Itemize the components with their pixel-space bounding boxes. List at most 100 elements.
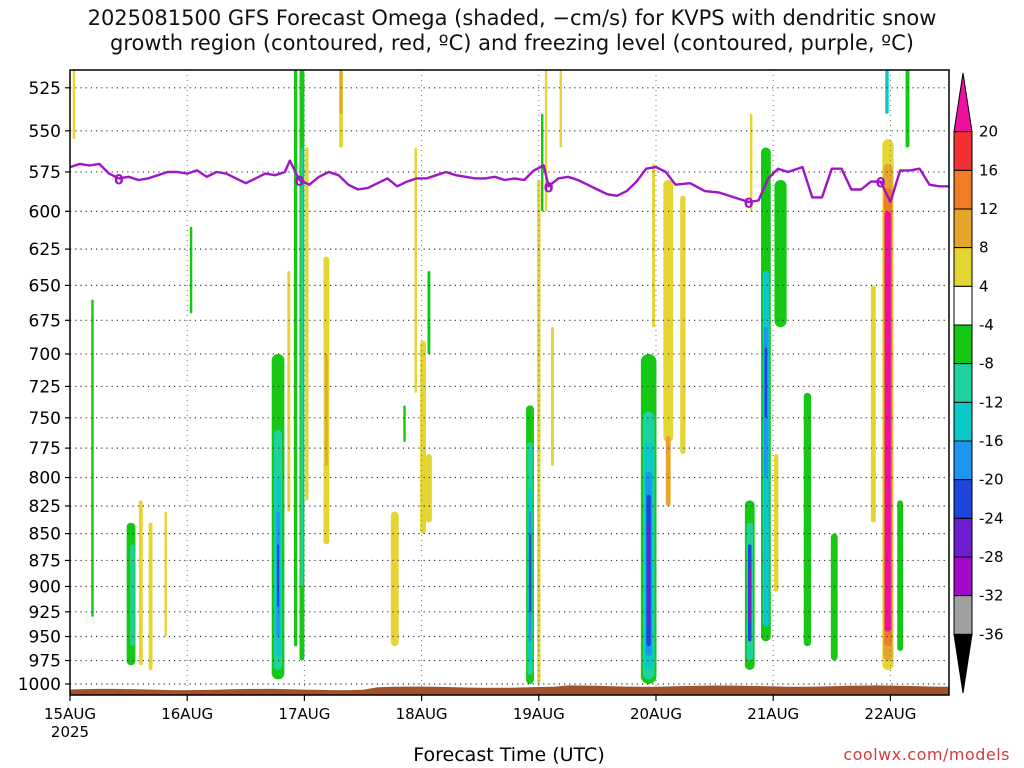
y-tick-label-675: 675: [29, 311, 61, 331]
omega-shade-6: [164, 511, 167, 637]
y-tick-label-925: 925: [29, 603, 61, 623]
colorbar-swatch-9: [953, 440, 973, 481]
y-tick-label-650: 650: [29, 276, 61, 296]
title-line-1: 2025081500 GFS Forecast Omega (shaded, −…: [87, 6, 937, 30]
colorbar-swatch-12: [953, 556, 973, 597]
x-year-label: 2025: [51, 723, 89, 741]
omega-shade-35: [559, 70, 562, 148]
y-tick-label-950: 950: [29, 628, 61, 648]
y-tick-label-775: 775: [29, 439, 61, 459]
colorbar-tick-8: -16: [979, 432, 1004, 450]
freezing-level-label-2: 0: [544, 180, 554, 196]
omega-shade-61: [870, 285, 876, 523]
x-tick-label-19AUG: 19AUG: [513, 705, 565, 723]
colorbar-tick-9: -20: [979, 471, 1004, 489]
colorbar-swatch-0: [953, 72, 973, 133]
colorbar-swatch-1: [953, 131, 973, 171]
plot-background: [70, 70, 949, 695]
x-tick-label-18AUG: 18AUG: [396, 705, 448, 723]
colorbar-swatch-2: [953, 169, 973, 210]
omega-shade-27: [403, 405, 406, 443]
omega-shading: [72, 70, 910, 684]
omega-shade-23: [420, 340, 426, 534]
omega-shade-5: [148, 522, 153, 670]
omega-shade-47: [652, 163, 656, 328]
colorbar-swatch-13: [953, 595, 973, 635]
omega-shade-22: [414, 147, 417, 393]
x-tick-label-21AUG: 21AUG: [747, 705, 799, 723]
omega-shade-7: [189, 226, 193, 314]
omega-shade-44: [663, 179, 674, 443]
omega-shade-60: [830, 533, 838, 661]
y-tick-label-625: 625: [29, 240, 61, 260]
y-tick-label-800: 800: [29, 469, 61, 489]
ground-strip: [70, 685, 949, 695]
colorbar-tick-5: -4: [979, 316, 994, 334]
colorbar-tick-4: 4: [979, 277, 989, 295]
freezing-level-contour: 0 0 0 0 0: [70, 159, 949, 212]
grid-lines: [70, 70, 949, 695]
freezing-level-line: [70, 159, 949, 204]
omega-shade-33: [537, 179, 541, 684]
omega-shade-21: [339, 70, 343, 114]
plot-frame: [69, 69, 950, 696]
colorbar-tick-3: 8: [979, 239, 989, 257]
y-tick-label-900: 900: [29, 577, 61, 597]
y-tick-label-700: 700: [29, 345, 61, 365]
omega-shade-52: [748, 565, 751, 622]
freezing-level-label-0: 0: [114, 172, 124, 188]
omega-shade-4: [138, 500, 143, 666]
omega-shade-0: [72, 70, 76, 140]
y-tick-label-875: 875: [29, 551, 61, 571]
omega-shade-17: [287, 271, 291, 512]
freezing-level-label-3: 0: [744, 196, 754, 212]
title-line-2: growth region (contoured, red, ºC) and f…: [110, 31, 914, 55]
y-tick-label-1000: 1000: [18, 675, 61, 695]
omega-shade-16: [305, 147, 309, 501]
colorbar-swatch-4: [953, 247, 973, 287]
omega-shade-24: [425, 454, 432, 523]
colorbar-tick-12: -32: [979, 587, 1004, 605]
omega-shade-12: [277, 544, 280, 607]
omega-shade-13: [293, 70, 298, 647]
y-tick-label-525: 525: [29, 79, 61, 99]
credit-text: coolwx.com/models: [843, 745, 1010, 764]
colorbar-tick-2: 12: [979, 200, 998, 218]
omega-shade-66: [897, 500, 904, 652]
y-tick-label-750: 750: [29, 409, 61, 429]
chart-title: 2025081500 GFS Forecast Omega (shaded, −…: [0, 6, 1024, 56]
omega-shade-15: [300, 147, 304, 587]
omega-shade-37: [540, 113, 544, 212]
colorbar: 20 16 12 8 4 -4 -8 -12 -16 -20 -24 -28 -32 -36: [953, 72, 1004, 694]
x-tick-label-15AUG: 15AUG: [44, 705, 96, 723]
x-tick-label-16AUG: 16AUG: [161, 705, 213, 723]
colorbar-swatch-5: [953, 285, 973, 326]
omega-shade-36: [551, 327, 554, 466]
omega-shade-43: [647, 522, 650, 627]
omega-shade-19: [325, 353, 328, 466]
x-axis-label: Forecast Time (UTC): [413, 744, 605, 766]
y-tick-label-550: 550: [29, 122, 61, 142]
y-tick-label-725: 725: [29, 377, 61, 397]
colorbar-tick-10: -24: [979, 509, 1004, 527]
y-tick-label-975: 975: [29, 652, 61, 672]
omega-shade-56: [764, 347, 768, 418]
omega-shade-67: [905, 70, 910, 148]
omega-shade-1: [91, 299, 94, 617]
colorbar-swatch-8: [953, 401, 973, 442]
y-tick-label-850: 850: [29, 525, 61, 545]
x-tick-label-20AUG: 20AUG: [630, 705, 682, 723]
y-tick-label-825: 825: [29, 497, 61, 517]
colorbar-swatch-11: [953, 517, 973, 558]
omega-shade-26: [390, 511, 399, 647]
colorbar-tick-1: 16: [979, 161, 998, 179]
freezing-level-label-1: 0: [295, 174, 305, 190]
omega-shade-25: [427, 271, 431, 354]
omega-shade-3: [130, 544, 135, 647]
colorbar-tick-6: -8: [979, 355, 994, 373]
y-axis-ticks: 525 550 575 600 625 650 675 700 725 750 775 800 825 8…: [18, 79, 70, 695]
omega-shade-45: [665, 436, 671, 506]
omega-shade-59: [803, 392, 812, 647]
x-tick-label-22AUG: 22AUG: [864, 705, 916, 723]
omega-shade-48: [750, 113, 753, 212]
